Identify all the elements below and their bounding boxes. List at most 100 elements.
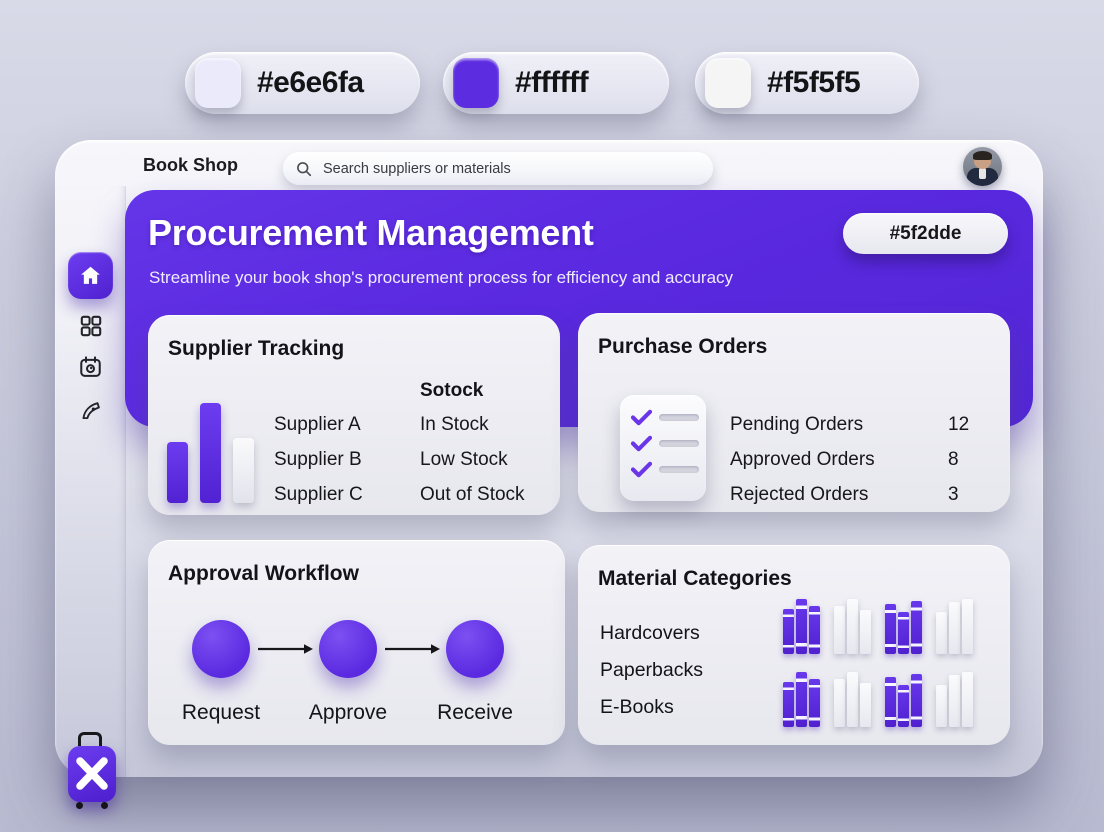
arrow-right-icon xyxy=(377,643,446,655)
book-spine xyxy=(885,604,896,654)
workflow-step-circle xyxy=(446,620,504,678)
orders-list: Pending Orders 12 Approved Orders 8 Rejected… xyxy=(730,407,978,512)
checklist-icon xyxy=(620,395,706,501)
order-row: Approved Orders 8 xyxy=(730,442,978,477)
book-shelves xyxy=(783,598,973,727)
search-icon xyxy=(295,160,313,178)
toolbox-suitcase-icon[interactable] xyxy=(68,732,116,809)
book-group-icon xyxy=(783,598,820,654)
supplier-table-header: Sotock xyxy=(274,375,525,407)
supplier-bar-chart xyxy=(167,403,254,503)
book-spine xyxy=(783,682,794,727)
workflow-step-label: Approve xyxy=(308,701,388,724)
supplier-table: Sotock Supplier A In Stock Supplier B Low S… xyxy=(274,375,525,512)
book-spine xyxy=(796,599,807,654)
search-bar[interactable] xyxy=(283,152,713,185)
workflow-diagram: Request Approve Receive xyxy=(182,620,513,725)
color-swatch-chip xyxy=(195,58,241,108)
sidebar-item-apps[interactable] xyxy=(77,312,104,339)
book-spine xyxy=(885,677,896,727)
sidebar xyxy=(55,186,126,809)
approval-workflow-card: Approval Workflow Request Approve Receive xyxy=(148,540,565,745)
workflow-step-label: Request xyxy=(181,701,261,724)
book-spine xyxy=(834,679,845,727)
workflow-step-circle xyxy=(192,620,250,678)
order-label: Pending Orders xyxy=(730,413,864,435)
supplier-tracking-card: Supplier Tracking Sotock Supplier A In St… xyxy=(148,315,560,515)
arrow-right-icon xyxy=(250,643,319,655)
card-title: Purchase Orders xyxy=(598,335,768,358)
book-spine xyxy=(962,672,973,727)
home-icon xyxy=(78,263,103,288)
color-hex-label: #f5f5f5 xyxy=(767,66,861,99)
search-input[interactable] xyxy=(321,159,701,178)
book-spine xyxy=(898,612,909,654)
book-spine xyxy=(847,672,858,727)
card-title: Approval Workflow xyxy=(168,562,359,585)
sidebar-item-calendar[interactable] xyxy=(77,354,104,381)
sidebar-item-notes[interactable] xyxy=(77,396,104,423)
category-list: Hardcovers Paperbacks E-Books xyxy=(600,615,703,726)
book-group-icon xyxy=(834,598,871,654)
book-group-icon xyxy=(834,671,871,727)
book-spine xyxy=(936,612,947,654)
book-spine xyxy=(911,601,922,654)
book-group-icon xyxy=(885,598,922,654)
color-swatch-pill: #e6e6fa xyxy=(185,52,420,114)
order-count: 3 xyxy=(948,483,959,505)
material-categories-card: Material Categories Hardcovers Paperbacks… xyxy=(578,545,1010,745)
app-window: Book Shop xyxy=(55,140,1043,809)
book-spine xyxy=(834,606,845,654)
workflow-step-circle xyxy=(319,620,377,678)
order-label: Approved Orders xyxy=(730,448,875,470)
book-spine xyxy=(796,672,807,727)
accent-color-badge: #5f2dde xyxy=(843,213,1008,254)
page-title: Procurement Management xyxy=(148,212,594,253)
supplier-chart-bar xyxy=(200,403,221,503)
user-avatar[interactable] xyxy=(963,147,1002,186)
book-group-icon xyxy=(783,671,820,727)
supplier-row: Supplier B Low Stock xyxy=(274,442,525,477)
book-spine xyxy=(860,610,871,654)
app-title: Book Shop xyxy=(143,155,238,175)
book-spine xyxy=(860,683,871,727)
avatar-face xyxy=(973,151,992,169)
color-hex-label: #ffffff xyxy=(515,66,589,99)
book-group-icon xyxy=(936,671,973,727)
book-spine xyxy=(962,599,973,654)
order-count: 12 xyxy=(948,413,970,435)
book-spine xyxy=(847,599,858,654)
sidebar-item-home[interactable] xyxy=(68,252,113,299)
color-hex-label: #e6e6fa xyxy=(257,66,364,99)
stock-status: In Stock xyxy=(420,413,489,435)
suitcase-wheel xyxy=(76,802,83,809)
book-spine xyxy=(911,674,922,727)
order-count: 8 xyxy=(948,448,959,470)
supplier-name: Supplier A xyxy=(274,413,361,435)
avatar-shirt xyxy=(979,168,986,179)
card-title: Material Categories xyxy=(598,567,792,590)
suitcase-wheel xyxy=(101,802,108,809)
order-row: Pending Orders 12 xyxy=(730,407,978,442)
book-spine xyxy=(949,675,960,727)
supplier-name: Supplier C xyxy=(274,483,363,505)
color-swatch-chip xyxy=(453,58,499,108)
calendar-icon xyxy=(77,354,104,381)
page-subtitle: Streamline your book shop's procurement … xyxy=(149,268,734,287)
book-spine xyxy=(898,685,909,727)
book-spine xyxy=(936,685,947,727)
supplier-chart-bar xyxy=(167,442,188,503)
supplier-row: Supplier A In Stock xyxy=(274,407,525,442)
book-spine xyxy=(949,602,960,654)
color-swatch-pill: #ffffff xyxy=(443,52,669,114)
book-group-icon xyxy=(885,671,922,727)
stock-status: Low Stock xyxy=(420,448,508,470)
category-label: E-Books xyxy=(600,696,674,718)
supplier-row: Supplier C Out of Stock xyxy=(274,477,525,512)
order-label: Rejected Orders xyxy=(730,483,869,505)
supplier-chart-bar xyxy=(233,438,254,503)
order-row: Rejected Orders 3 xyxy=(730,477,978,512)
book-group-icon xyxy=(936,598,973,654)
pen-icon xyxy=(78,397,104,423)
